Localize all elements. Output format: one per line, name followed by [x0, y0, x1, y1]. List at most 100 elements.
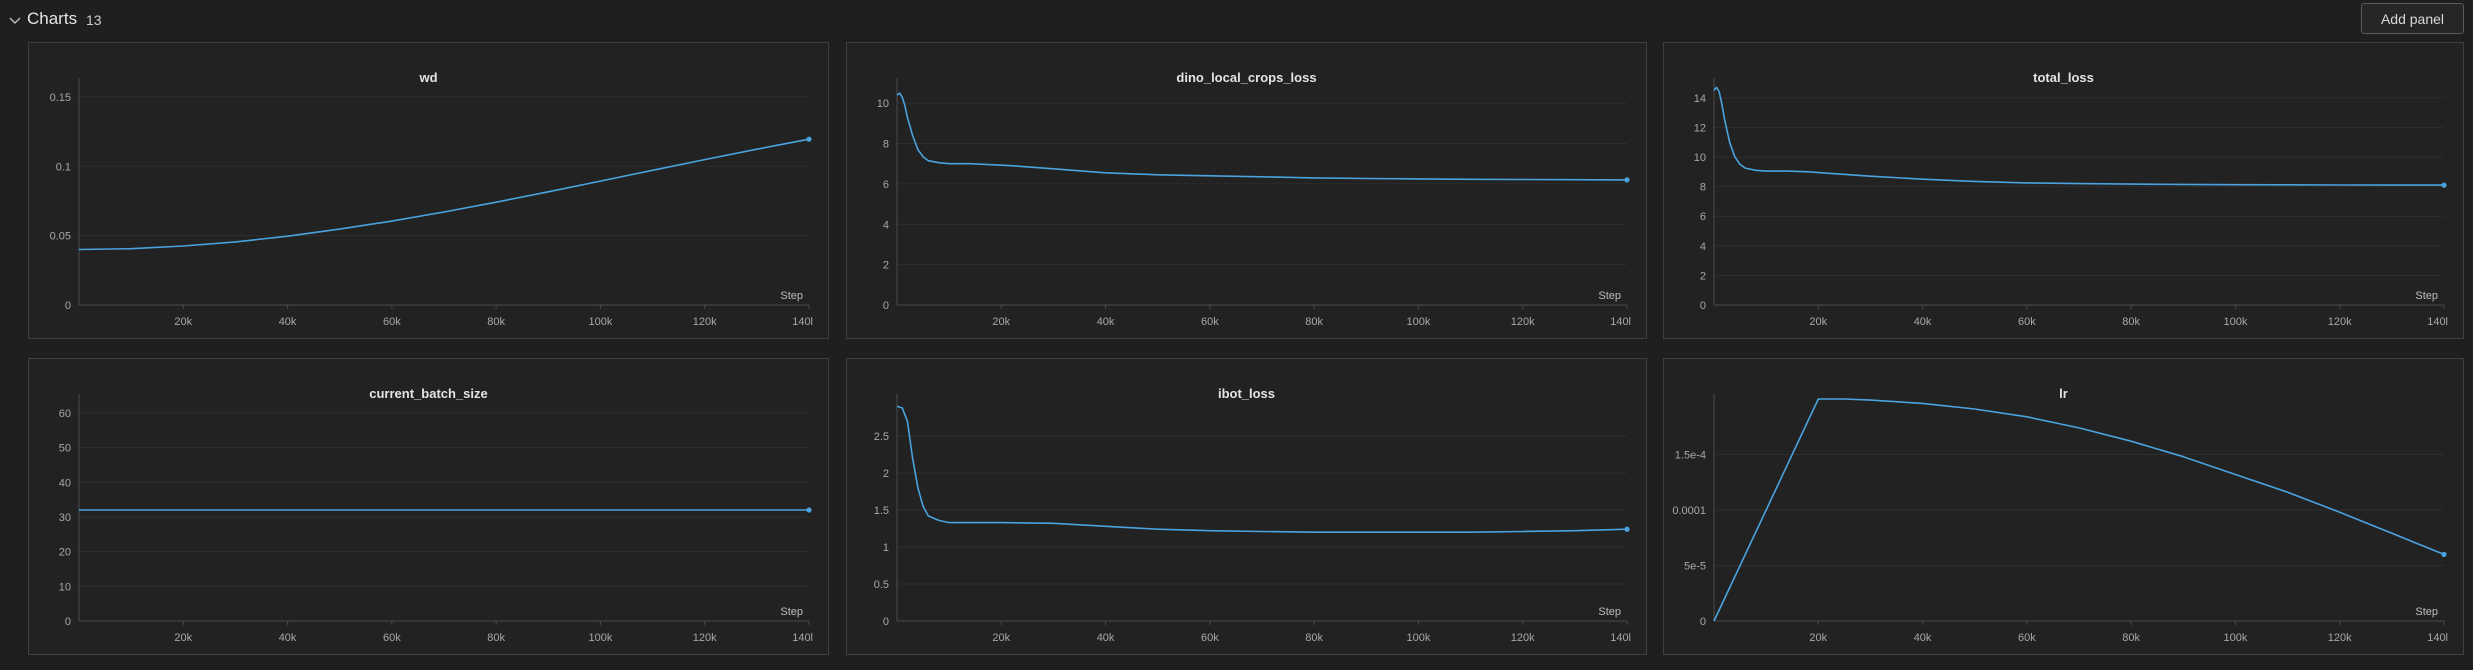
- chart-title: dino_local_crops_loss: [1176, 70, 1317, 85]
- x-tick-label: 80k: [1305, 632, 1323, 644]
- series-end-point: [806, 136, 812, 142]
- x-axis-label: Step: [1598, 290, 1621, 302]
- y-tick-label: 6: [1700, 211, 1706, 223]
- x-tick-label: 120k: [2328, 632, 2352, 644]
- x-tick-label: 100k: [588, 632, 612, 644]
- section-title[interactable]: Charts: [27, 9, 78, 28]
- x-tick-label: 20k: [992, 316, 1010, 328]
- y-tick-label: 0.0001: [1672, 505, 1706, 517]
- chart-panel[interactable]: wd 0 0.05 0.1 0.15 20k 40k 60k 80k 100k 120k 140l St…: [28, 42, 829, 339]
- x-tick-label: 140l: [2427, 632, 2448, 644]
- x-tick-label: 40k: [1914, 632, 1932, 644]
- x-tick-label: 140l: [1610, 316, 1631, 328]
- chart-title: current_batch_size: [369, 386, 488, 401]
- x-tick-label: 120k: [693, 316, 717, 328]
- y-tick-label: 50: [59, 443, 71, 455]
- series-end-point: [1624, 526, 1630, 532]
- x-tick-label: 80k: [1305, 316, 1323, 328]
- x-tick-label: 100k: [2223, 316, 2247, 328]
- x-tick-label: 100k: [588, 316, 612, 328]
- chart-panel[interactable]: ibot_loss 0 0.5 1 1.5 2 2.5 20k 40k 60k 80k 100k 120…: [846, 358, 1647, 655]
- y-tick-label: 14: [1694, 93, 1706, 105]
- x-axis-label: Step: [780, 290, 803, 302]
- series-line: [1713, 86, 2444, 186]
- y-tick-label: 0: [1700, 300, 1706, 312]
- y-tick-label: 2: [1700, 270, 1706, 282]
- chart-title: ibot_loss: [1217, 386, 1276, 401]
- y-tick-label: 30: [59, 512, 71, 524]
- y-tick-label: 1.5e-4: [1675, 450, 1706, 462]
- section-header: Charts 13 Add panel: [0, 0, 2473, 40]
- chart-title: total_loss: [2033, 70, 2094, 85]
- chart-panel[interactable]: lr 0 5e-5 0.0001 1.5e-4 20k 40k 60k 80k 100k 120k 1…: [1663, 358, 2464, 655]
- panel-count-badge: 13: [86, 12, 102, 28]
- add-panel-button[interactable]: Add panel: [2361, 3, 2464, 34]
- chart-svg: 0 10 20 30 40 50 60 20k 40k 60k 80k 100k 120k 140l Ste…: [59, 394, 813, 644]
- y-tick-label: 12: [1694, 122, 1706, 134]
- chart-panel[interactable]: dino_local_crops_loss 0 2 4 6 8 10 20k 40k 60k 80k…: [846, 42, 1647, 339]
- y-tick-label: 10: [877, 98, 889, 110]
- chart-svg: 0 2 4 6 8 10 20k 40k 60k 80k 100k 120k 140l Step: [877, 78, 1631, 328]
- x-tick-label: 80k: [2122, 316, 2140, 328]
- x-tick-label: 80k: [487, 632, 505, 644]
- x-tick-label: 100k: [1406, 632, 1430, 644]
- y-tick-label: 4: [1700, 241, 1706, 253]
- x-axis-label: Step: [2415, 290, 2438, 302]
- x-tick-label: 40k: [1097, 632, 1115, 644]
- chart-svg: 0 2 4 6 8 10 12 14 20k 40k 60k 80k 100k 120k 140l Step: [1694, 78, 2448, 328]
- x-tick-label: 60k: [2018, 316, 2036, 328]
- series-end-point: [1624, 177, 1630, 183]
- y-tick-label: 0.05: [50, 231, 71, 243]
- x-tick-label: 140l: [792, 316, 813, 328]
- x-tick-label: 120k: [693, 632, 717, 644]
- x-tick-label: 60k: [383, 316, 401, 328]
- chart-title: lr: [2059, 386, 2068, 401]
- x-tick-label: 140l: [1610, 632, 1631, 644]
- x-tick-label: 40k: [279, 316, 297, 328]
- y-tick-label: 5e-5: [1684, 561, 1706, 573]
- y-tick-label: 0: [65, 300, 71, 312]
- y-tick-label: 6: [883, 179, 889, 191]
- y-tick-label: 8: [1700, 182, 1706, 194]
- x-tick-label: 40k: [279, 632, 297, 644]
- y-tick-label: 0: [65, 616, 71, 628]
- y-tick-label: 2: [883, 468, 889, 480]
- x-tick-label: 60k: [2018, 632, 2036, 644]
- y-tick-label: 1: [883, 542, 889, 554]
- x-tick-label: 40k: [1097, 316, 1115, 328]
- x-axis-label: Step: [780, 606, 803, 618]
- y-tick-label: 40: [59, 477, 71, 489]
- x-tick-label: 120k: [1511, 316, 1535, 328]
- x-tick-label: 20k: [174, 632, 192, 644]
- x-tick-label: 120k: [2328, 316, 2352, 328]
- x-axis-label: Step: [1598, 606, 1621, 618]
- series-line: [1713, 398, 2445, 622]
- y-tick-label: 0.5: [874, 579, 889, 591]
- y-tick-label: 0: [883, 300, 889, 312]
- y-tick-label: 1.5: [874, 505, 889, 517]
- x-tick-label: 140l: [792, 632, 813, 644]
- y-tick-label: 0: [883, 616, 889, 628]
- y-tick-label: 10: [59, 581, 71, 593]
- x-tick-label: 20k: [1809, 316, 1827, 328]
- x-tick-label: 80k: [2122, 632, 2140, 644]
- x-tick-label: 20k: [992, 632, 1010, 644]
- x-tick-label: 60k: [383, 632, 401, 644]
- chart-svg: 0 0.05 0.1 0.15 20k 40k 60k 80k 100k 120k 140l Step: [50, 78, 813, 328]
- series-end-point: [2441, 182, 2447, 188]
- y-tick-label: 10: [1694, 152, 1706, 164]
- y-tick-label: 0.15: [50, 92, 71, 104]
- x-tick-label: 100k: [2223, 632, 2247, 644]
- x-tick-label: 140l: [2427, 316, 2448, 328]
- y-tick-label: 8: [883, 139, 889, 151]
- x-tick-label: 80k: [487, 316, 505, 328]
- y-tick-label: 2: [883, 260, 889, 272]
- x-tick-label: 120k: [1511, 632, 1535, 644]
- x-tick-label: 100k: [1406, 316, 1430, 328]
- series-end-point: [806, 507, 812, 513]
- chart-panel[interactable]: current_batch_size 0 10 20 30 40 50 60 20k 40k 60k…: [28, 358, 829, 655]
- chart-panel[interactable]: total_loss 0 2 4 6 8 10 12 14 20k 40k 60k 80k 100k 120…: [1663, 42, 2464, 339]
- y-tick-label: 4: [883, 219, 889, 231]
- chevron-down-icon[interactable]: [8, 13, 22, 27]
- x-tick-label: 20k: [174, 316, 192, 328]
